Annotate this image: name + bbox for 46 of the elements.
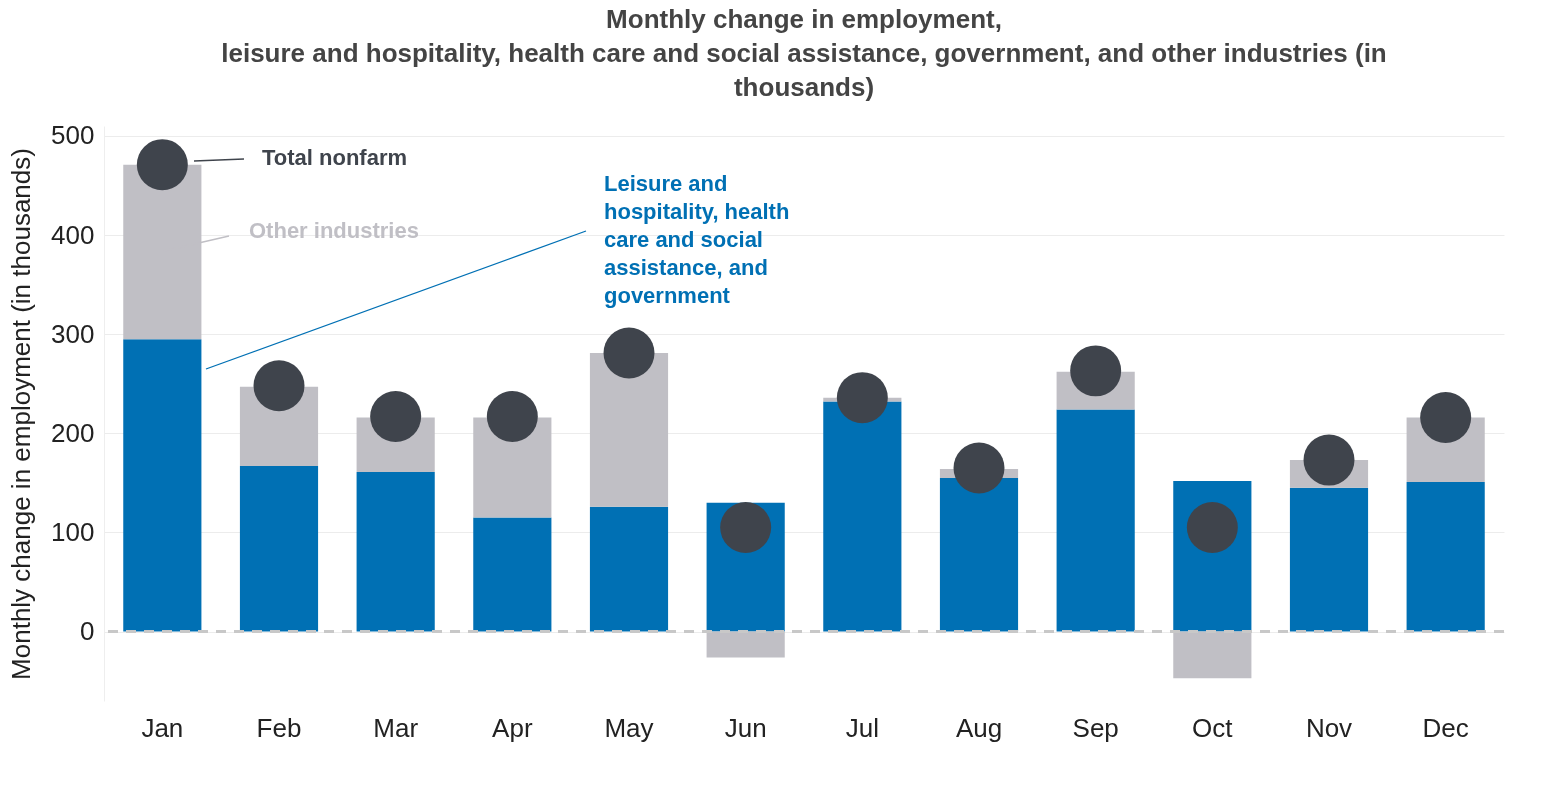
x-tick-label: Apr [492, 712, 533, 743]
x-tick-label: Mar [373, 712, 419, 743]
x-tick-label: Dec [1422, 712, 1469, 743]
x-tick-label: Feb [256, 712, 302, 743]
bar [823, 401, 902, 632]
point [486, 391, 538, 442]
legend-label: Total nonfarm [262, 145, 408, 170]
x-tick-label: Aug [955, 712, 1003, 743]
point [136, 139, 188, 191]
chart-title: Monthly change in employment, leisure and hospitality, health care and social assistance, government, and other industries (in thousands) [221, 3, 1387, 102]
legend-label: Other industries [249, 218, 419, 243]
point [1303, 434, 1355, 486]
x-tick-label: Jan [141, 712, 184, 743]
bar [239, 466, 319, 632]
text: Leisure and hospitality, health care and social assistance, and government [604, 171, 790, 308]
bar [589, 506, 669, 632]
bar [123, 339, 202, 632]
bar [939, 477, 1019, 632]
point [253, 360, 305, 412]
x-tick-label: Jul [845, 712, 879, 743]
bar [1056, 409, 1135, 632]
point [1186, 502, 1238, 553]
y-axis-title: Monthly change in employment (in thousands) [6, 148, 37, 680]
point [603, 327, 655, 379]
bar [473, 517, 552, 632]
point [370, 391, 422, 442]
y-tick-label: 100 [51, 516, 95, 547]
point [1420, 392, 1472, 443]
x-tick-label: Nov [1305, 712, 1353, 743]
bar [356, 471, 435, 632]
point [953, 442, 1005, 494]
x-tick-label: Sep [1072, 712, 1119, 743]
bar [1406, 481, 1485, 632]
bar [1289, 487, 1369, 632]
x-tick-label: Oct [1192, 712, 1234, 743]
y-tick-label: 0 [80, 616, 95, 647]
y-tick-label: 500 [51, 120, 95, 151]
point [720, 502, 772, 553]
y-tick-label: 300 [51, 318, 95, 349]
bar [589, 353, 669, 507]
point [836, 372, 888, 424]
x-tick-label: Jun [724, 712, 767, 743]
x-tick-label: May [604, 712, 654, 743]
point [1070, 345, 1122, 397]
y-tick-label: 400 [51, 219, 95, 250]
y-tick-label: 200 [51, 417, 95, 448]
